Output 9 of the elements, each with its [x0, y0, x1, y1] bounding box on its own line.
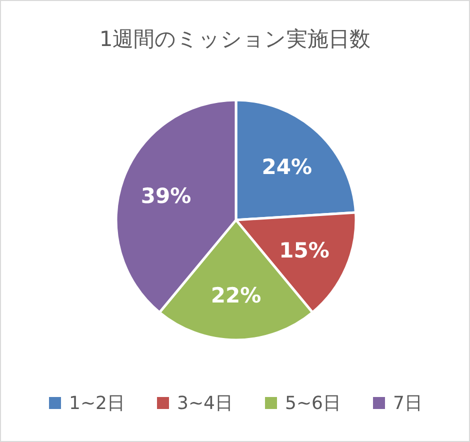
data-label: 15% — [279, 238, 330, 263]
legend-label: 3~4日 — [177, 393, 233, 414]
legend-label: 1~2日 — [69, 393, 125, 414]
data-label: 22% — [210, 283, 262, 308]
data-label: 39% — [140, 184, 192, 208]
data-label: 24% — [262, 154, 312, 179]
chart-title: 1週間のミッション実施日数 — [99, 27, 371, 51]
legend-label: 7日 — [393, 393, 422, 414]
legend-label: 5~6日 — [285, 393, 341, 414]
